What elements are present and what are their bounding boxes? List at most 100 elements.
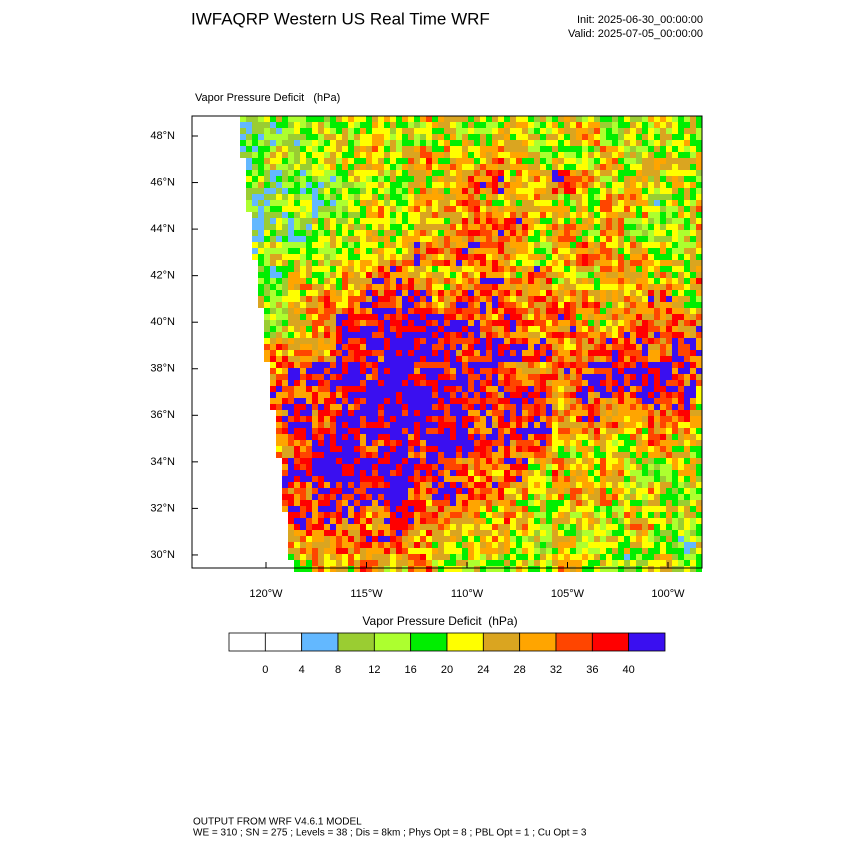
field-cell [366, 500, 372, 506]
field-cell [300, 224, 306, 230]
field-cell [690, 500, 696, 506]
field-cell [378, 248, 384, 254]
field-cell [402, 134, 408, 140]
field-cell [372, 152, 378, 158]
field-cell [348, 266, 354, 272]
field-cell [510, 188, 516, 194]
field-cell [510, 236, 516, 242]
field-cell [318, 512, 324, 518]
field-cell [558, 164, 564, 170]
field-cell [672, 488, 678, 494]
field-cell [432, 176, 438, 182]
field-cell [384, 248, 390, 254]
field-cell [528, 308, 534, 314]
field-cell [450, 128, 456, 134]
field-cell [426, 182, 432, 188]
field-cell [522, 116, 528, 122]
field-cell [558, 320, 564, 326]
field-cell [510, 296, 516, 302]
field-cell [240, 116, 246, 122]
field-cell [342, 158, 348, 164]
field-cell [582, 218, 588, 224]
field-cell [570, 212, 576, 218]
field-cell [372, 296, 378, 302]
field-cell [450, 206, 456, 212]
field-cell [396, 338, 402, 344]
field-cell [480, 134, 486, 140]
field-cell [294, 272, 300, 278]
field-cell [378, 302, 384, 308]
field-cell [294, 182, 300, 188]
field-cell [294, 368, 300, 374]
field-cell [486, 320, 492, 326]
field-cell [570, 452, 576, 458]
field-cell [672, 116, 678, 122]
field-cell [354, 446, 360, 452]
field-cell [600, 398, 606, 404]
field-cell [498, 116, 504, 122]
field-cell [408, 164, 414, 170]
field-cell [630, 140, 636, 146]
field-cell [618, 368, 624, 374]
field-cell [330, 116, 336, 122]
field-cell [426, 314, 432, 320]
field-cell [480, 176, 486, 182]
field-cell [540, 116, 546, 122]
field-cell [456, 140, 462, 146]
field-cell [252, 230, 258, 236]
field-cell [378, 254, 384, 260]
field-cell [486, 476, 492, 482]
field-cell [426, 380, 432, 386]
field-cell [414, 500, 420, 506]
field-cell [564, 350, 570, 356]
field-cell [588, 410, 594, 416]
field-cell [522, 146, 528, 152]
field-cell [612, 494, 618, 500]
field-cell [642, 464, 648, 470]
field-cell [504, 446, 510, 452]
field-cell [372, 416, 378, 422]
field-cell [534, 158, 540, 164]
field-cell [678, 158, 684, 164]
field-cell [684, 128, 690, 134]
field-cell [642, 320, 648, 326]
field-cell [360, 236, 366, 242]
field-cell [492, 146, 498, 152]
field-cell [546, 404, 552, 410]
field-cell [498, 152, 504, 158]
field-cell [654, 302, 660, 308]
field-cell [486, 458, 492, 464]
field-cell [648, 188, 654, 194]
field-cell [312, 326, 318, 332]
field-cell [438, 338, 444, 344]
field-cell [534, 494, 540, 500]
field-cell [678, 518, 684, 524]
field-cell [480, 284, 486, 290]
field-cell [600, 146, 606, 152]
field-cell [318, 254, 324, 260]
field-cell [294, 422, 300, 428]
field-cell [552, 452, 558, 458]
field-cell [282, 506, 288, 512]
field-cell [480, 278, 486, 284]
field-cell [552, 506, 558, 512]
field-cell [510, 482, 516, 488]
field-cell [660, 386, 666, 392]
field-cell [348, 380, 354, 386]
field-cell [258, 140, 264, 146]
field-cell [282, 308, 288, 314]
field-cell [570, 182, 576, 188]
field-cell [390, 218, 396, 224]
field-cell [552, 392, 558, 398]
field-cell [312, 380, 318, 386]
field-cell [366, 392, 372, 398]
field-cell [636, 188, 642, 194]
field-cell [246, 128, 252, 134]
field-cell [288, 524, 294, 530]
field-cell [438, 194, 444, 200]
field-cell [450, 308, 456, 314]
field-cell [348, 446, 354, 452]
field-cell [600, 224, 606, 230]
field-cell [444, 122, 450, 128]
field-cell [684, 338, 690, 344]
